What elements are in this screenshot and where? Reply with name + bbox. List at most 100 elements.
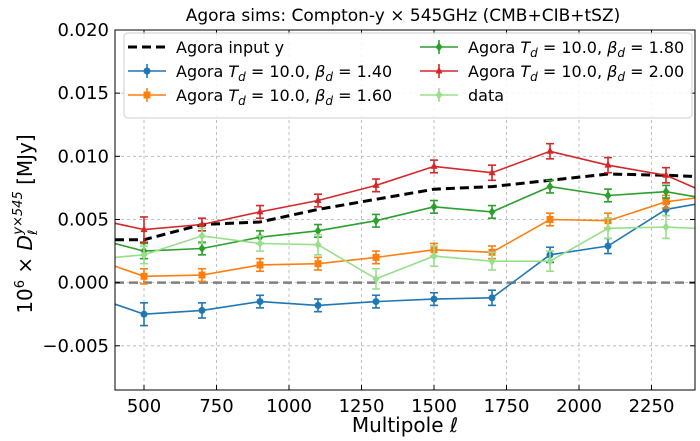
legend-label-beta: β <box>314 62 325 81</box>
y-tick-label: −0.005 <box>42 336 109 357</box>
data-point <box>488 207 496 217</box>
data-point <box>488 294 496 302</box>
data-point <box>314 240 322 250</box>
ylabel-subscript: ℓ <box>26 230 41 236</box>
data-point <box>430 161 438 169</box>
y-tick-label: 0.010 <box>57 146 109 167</box>
series-layer <box>115 142 695 327</box>
series-line <box>115 172 695 242</box>
data-point <box>256 207 264 215</box>
data-point <box>546 256 554 266</box>
legend-label-beta: β <box>606 62 617 81</box>
y-tick-label: 0.000 <box>57 273 109 294</box>
x-axis-label: Multipole ℓ <box>352 413 458 437</box>
data-point <box>256 261 264 269</box>
x-tick-label: 500 <box>127 396 161 417</box>
x-tick-label: 1500 <box>411 396 457 417</box>
data-point <box>662 187 670 197</box>
ylabel-superscript: y×545 <box>11 191 26 235</box>
data-point <box>546 182 554 192</box>
data-point <box>662 198 670 206</box>
legend-item-2: Agora Td = 10.0, βd = 1.60 <box>128 86 392 108</box>
data-point <box>604 242 612 250</box>
legend-label-text: Agora <box>468 38 520 57</box>
legend-label-sub: d <box>530 46 538 60</box>
y-axis-label: 106 × Dℓy×545 [MJy] <box>11 134 41 313</box>
legend-label-T: T <box>228 86 239 105</box>
axes-frame <box>114 29 696 391</box>
legend-label-text: Agora <box>176 86 228 105</box>
legend-label-text: = 2.00 <box>625 62 684 81</box>
legend-label: Agora Td = 10.0, βd = 1.60 <box>176 86 392 108</box>
legend-label-text: = 1.40 <box>333 62 392 81</box>
legend-label-sub: d <box>325 70 333 84</box>
legend-label-text: = 10.0, <box>246 86 315 105</box>
legend-item-3: Agora Td = 10.0, βd = 1.80 <box>420 38 684 60</box>
legend-label-text: = 10.0, <box>246 62 315 81</box>
data-point <box>314 260 322 268</box>
legend-label-text: = 1.80 <box>625 38 684 57</box>
legend-label-beta: β <box>606 38 617 57</box>
series-line <box>115 150 695 231</box>
legend-swatch-marker <box>143 91 151 99</box>
legend-label-text: Agora <box>176 62 228 81</box>
x-tick-label: 2250 <box>629 396 675 417</box>
legend-label-sub: d <box>325 94 333 108</box>
data-point <box>662 170 670 178</box>
data-point <box>372 216 380 226</box>
legend-label-sub: d <box>617 46 625 60</box>
data-point <box>256 238 264 248</box>
data-point <box>198 220 206 228</box>
data-point <box>198 306 206 314</box>
data-point <box>604 190 612 200</box>
data-point <box>430 295 438 303</box>
data-point <box>546 146 554 154</box>
data-point <box>430 251 438 261</box>
data-point <box>256 298 264 306</box>
y-tick-label: 0.020 <box>57 20 109 41</box>
x-tick-label: 1250 <box>339 396 385 417</box>
legend-swatch-marker <box>435 90 443 100</box>
legend-label: Agora input y <box>176 38 284 57</box>
data-point <box>198 271 206 279</box>
legend-label-text: = 1.60 <box>333 86 392 105</box>
series-line <box>115 185 695 252</box>
legend-label-sub: d <box>238 70 246 84</box>
data-point <box>140 225 148 233</box>
legend-label-beta: β <box>314 86 325 105</box>
legend-label: Agora Td = 10.0, βd = 1.40 <box>176 62 392 84</box>
data-point <box>140 250 148 260</box>
legend-swatch-marker <box>435 42 443 52</box>
y-tick-label: 0.015 <box>57 83 109 104</box>
series-0 <box>115 172 695 242</box>
data-point <box>372 298 380 306</box>
x-tick-label: 2000 <box>556 396 602 417</box>
legend-label-sub: d <box>238 94 246 108</box>
x-tick-label: 750 <box>199 396 233 417</box>
data-point <box>662 222 670 232</box>
data-point <box>198 231 206 241</box>
ylabel-prefix: 10 <box>13 288 37 313</box>
x-tick-label: 1000 <box>266 396 312 417</box>
legend-label-sub: d <box>617 70 625 84</box>
ylabel-times: × <box>13 250 37 279</box>
data-point <box>140 310 148 318</box>
legend-item-4: Agora Td = 10.0, βd = 2.00 <box>420 62 684 84</box>
chart-title: Agora sims: Compton-y × 545GHz (CMB+CIB+… <box>186 6 621 26</box>
ylabel-symbol: D <box>13 235 37 250</box>
legend-label-T: T <box>520 62 531 81</box>
data-point <box>372 180 380 188</box>
legend-label: Agora Td = 10.0, βd = 2.00 <box>468 62 684 84</box>
series-3 <box>115 179 695 260</box>
series-line <box>115 197 695 278</box>
legend-box <box>123 32 693 119</box>
data-point <box>488 256 496 266</box>
data-point <box>372 253 380 261</box>
legend-swatch-marker <box>143 67 151 75</box>
data-point <box>198 244 206 254</box>
data-point <box>314 196 322 204</box>
series-line <box>115 203 695 316</box>
data-point <box>140 272 148 280</box>
